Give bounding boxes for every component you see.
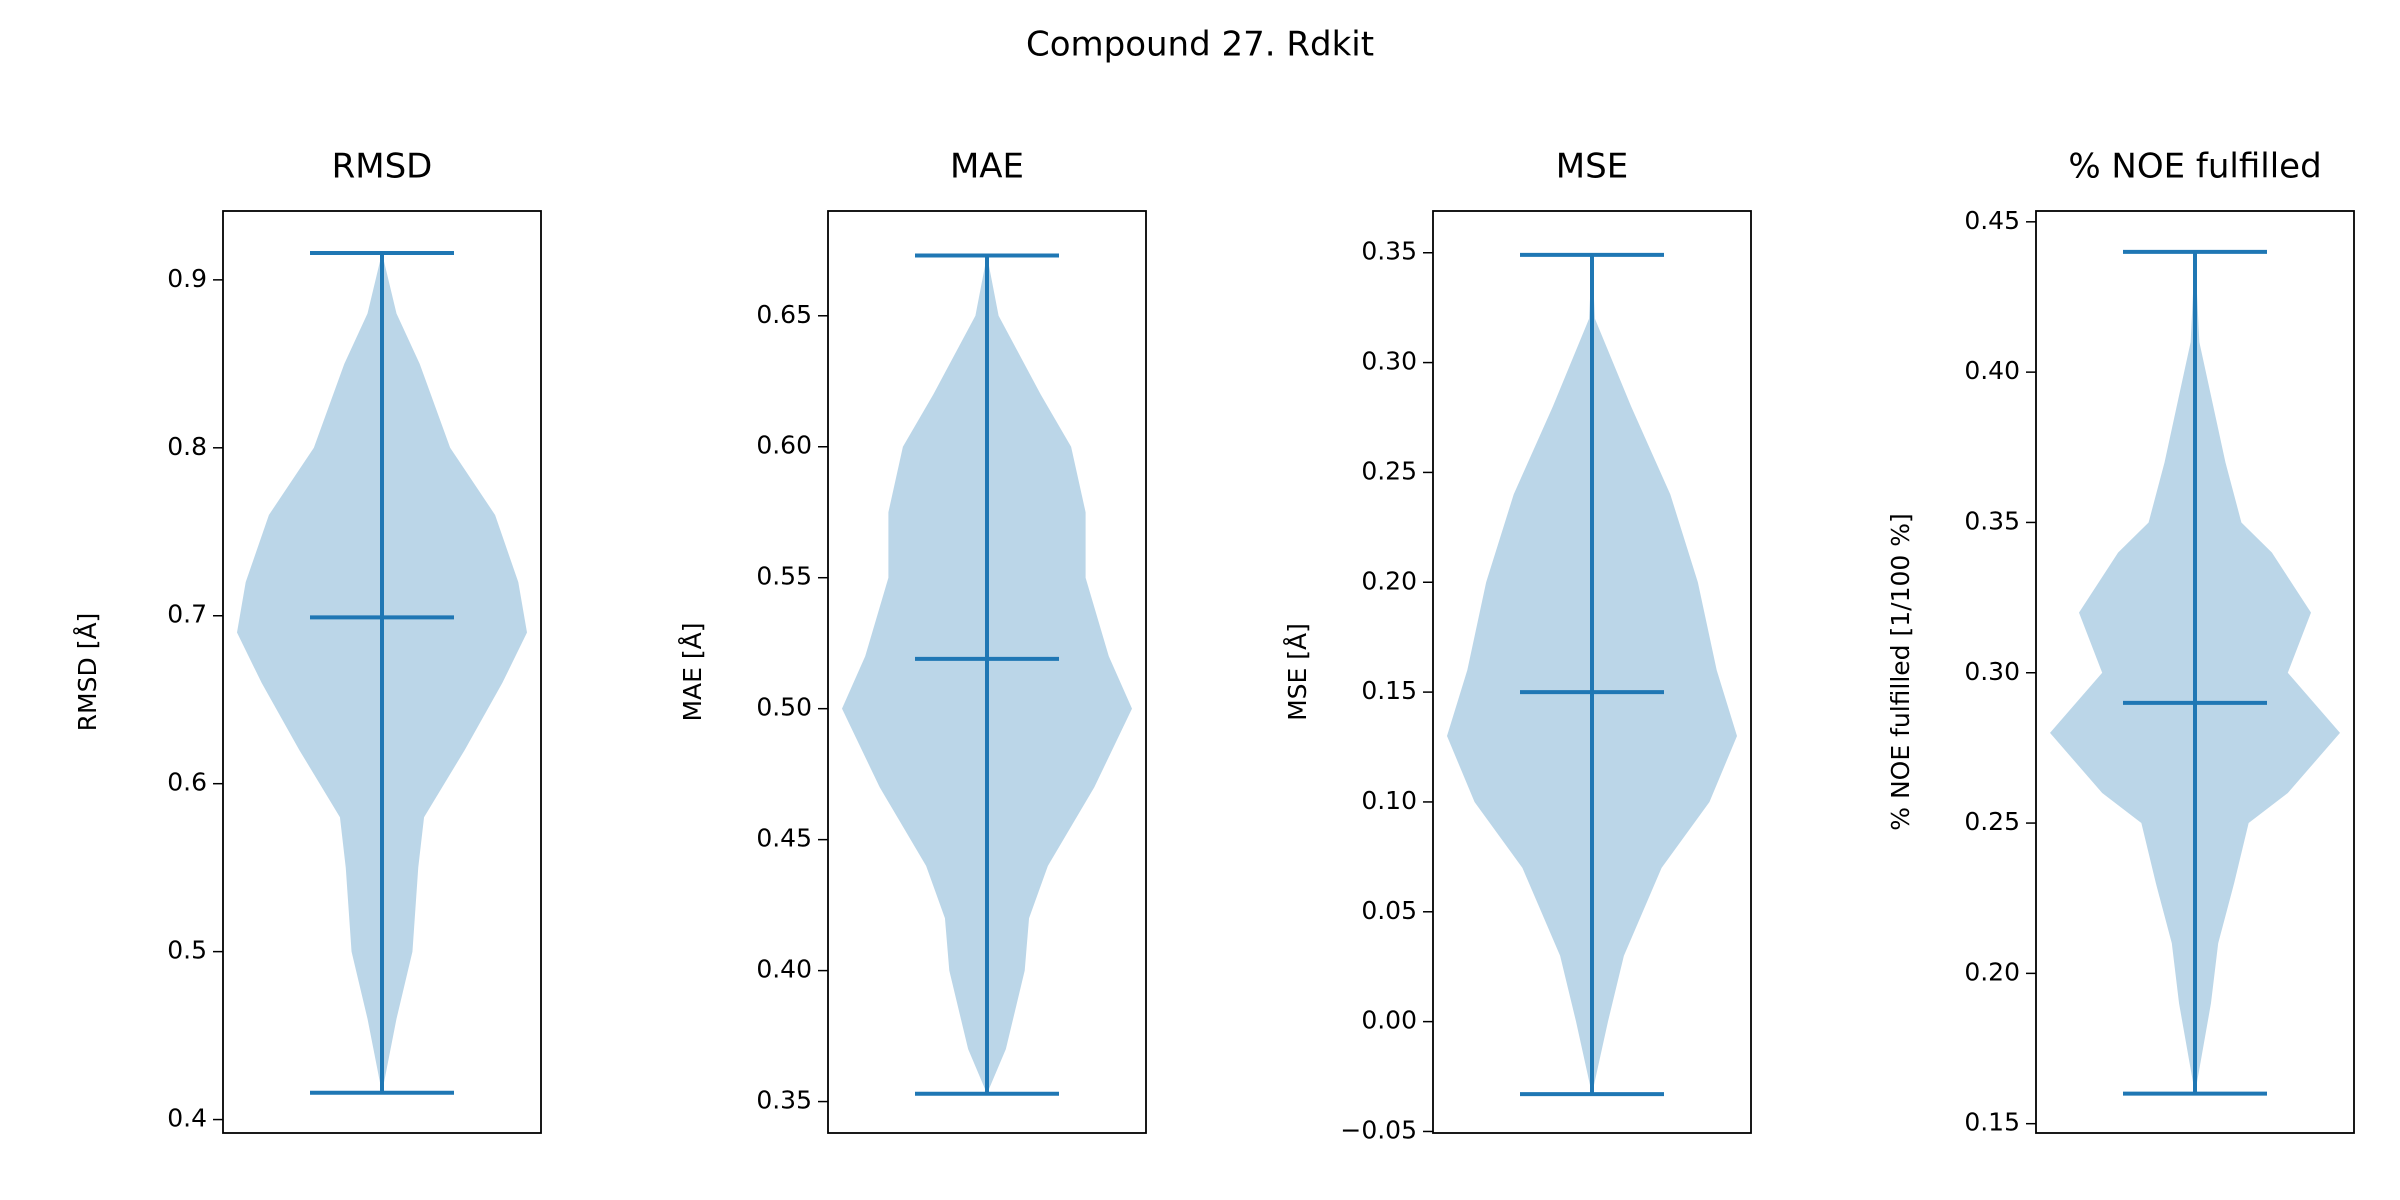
y-tick-label: 0.5: [167, 936, 207, 965]
y-axis-label: MSE [Å]: [1283, 623, 1312, 721]
axes-frame: [1432, 210, 1752, 1134]
axes-frame: [2035, 210, 2355, 1134]
violin-body: [2195, 251, 2340, 1094]
y-tick-label: 0.00: [1361, 1006, 1417, 1035]
y-tick-label: 0.10: [1361, 786, 1417, 815]
y-tick-label: 0.20: [1361, 566, 1417, 595]
violin-body: [382, 252, 527, 1093]
subplot-title: % NOE fulfilled: [2068, 147, 2321, 187]
y-tick-label: 0.6: [167, 768, 207, 797]
y-tick-label: 0.15: [1964, 1108, 2020, 1137]
y-tick-label: 0.60: [756, 431, 812, 460]
y-tick-label: 0.35: [1361, 237, 1417, 266]
y-tick-label: 0.50: [756, 693, 812, 722]
violin-body: [1447, 254, 1592, 1095]
y-axis-label: % NOE fulfilled [1/100 %]: [1886, 513, 1915, 831]
y-tick-label: 0.05: [1361, 896, 1417, 925]
violin-body: [842, 255, 987, 1094]
subplot-title: MSE: [1556, 147, 1628, 187]
y-tick-label: 0.20: [1964, 957, 2020, 986]
y-tick-label: 0.30: [1361, 347, 1417, 376]
violin-body: [2050, 251, 2195, 1094]
y-tick-label: 0.15: [1361, 676, 1417, 705]
y-tick-label: 0.45: [1964, 206, 2020, 235]
y-tick-label: 0.4: [167, 1104, 207, 1133]
y-tick-label: 0.45: [756, 824, 812, 853]
y-tick-label: 0.7: [167, 600, 207, 629]
y-axis-label: MAE [Å]: [678, 622, 707, 721]
figure-title: Compound 27. Rdkit: [1026, 25, 1374, 65]
subplot-title: MAE: [950, 147, 1024, 187]
y-tick-label: 0.25: [1964, 807, 2020, 836]
y-tick-label: 0.25: [1361, 456, 1417, 485]
y-tick-label: 0.9: [167, 264, 207, 293]
axes-frame: [827, 210, 1147, 1134]
y-tick-label: −0.05: [1340, 1115, 1417, 1144]
axes-frame: [222, 210, 542, 1134]
y-tick-label: 0.30: [1964, 657, 2020, 686]
violin-body: [1592, 254, 1737, 1095]
y-tick-label: 0.8: [167, 432, 207, 461]
violin-body: [237, 252, 382, 1093]
y-tick-label: 0.55: [756, 562, 812, 591]
y-tick-label: 0.40: [1964, 356, 2020, 385]
y-tick-label: 0.35: [1964, 506, 2020, 535]
y-axis-label: RMSD [Å]: [73, 613, 102, 732]
y-tick-label: 0.35: [756, 1086, 812, 1115]
y-tick-label: 0.65: [756, 300, 812, 329]
subplot-title: RMSD: [332, 147, 433, 187]
y-tick-label: 0.40: [756, 955, 812, 984]
violin-body: [987, 255, 1132, 1094]
